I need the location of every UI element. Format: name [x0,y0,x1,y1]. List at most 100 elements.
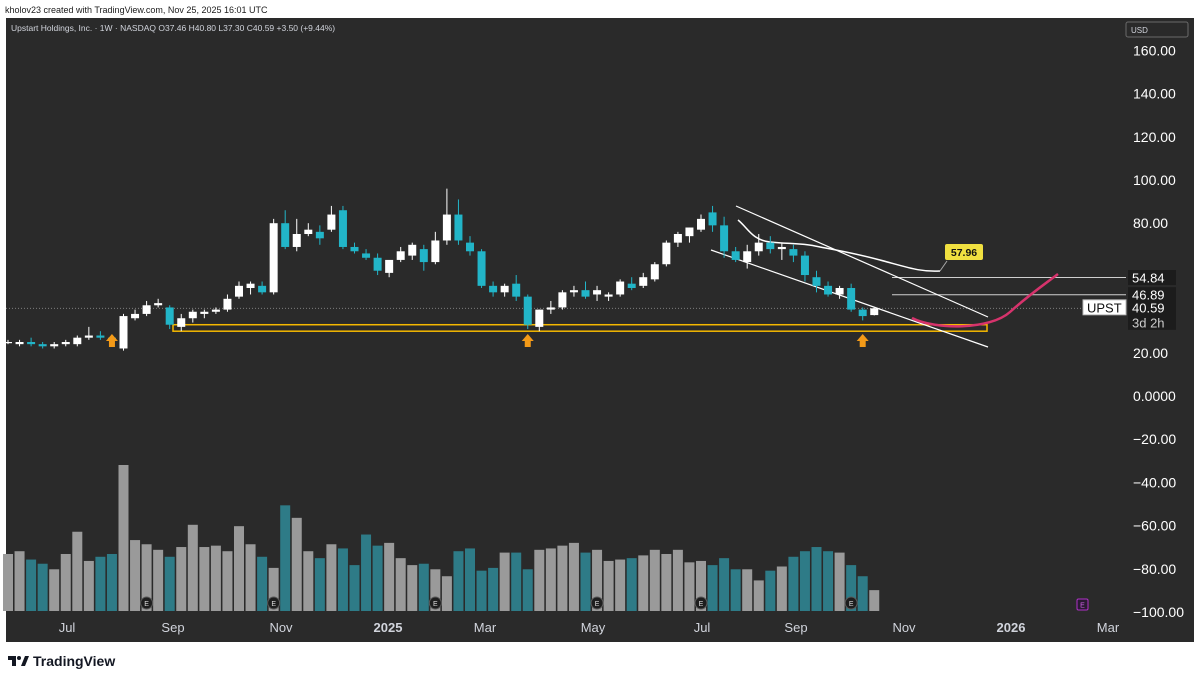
candle-body [131,313,140,319]
candle [835,285,844,299]
volume-bar [118,465,129,611]
y-tick-label: 120.00 [1133,129,1176,145]
support-arrows [105,334,869,347]
volume-bar [603,560,614,611]
brand-name: TradingView [33,653,115,669]
candle-body [569,290,578,293]
y-tick-label: −40.00 [1133,474,1176,490]
candle-body [639,277,648,286]
currency-box[interactable] [1125,21,1189,38]
price-axis[interactable]: 160.00 140.00 120.00 100.00 80.00 20.00 0.0000… [1133,42,1184,620]
candle [777,242,786,260]
credit-line: kholov23 created with TradingView.com, N… [5,5,268,15]
x-tick-label: Jul [59,620,76,635]
candle [50,342,59,349]
price-label-46-bg [1128,287,1176,303]
volume-bar [511,552,522,611]
candle [15,339,24,347]
candle-body [812,277,821,286]
candle [523,294,532,330]
volume-bar [199,547,210,611]
earnings-marker[interactable]: E [140,596,154,610]
candle [454,199,463,245]
volume-bar [407,565,418,611]
time-axis[interactable]: Jul Sep Nov 2025 Mar May Jul Sep Nov 2026 Mar [59,620,1120,635]
candle-body [188,311,197,319]
candle [512,275,521,301]
y-tick-label: 160.00 [1133,42,1176,58]
price-label-54: 54.84 [1128,270,1176,286]
candles [4,188,879,351]
price-label-54-bg [1128,270,1176,286]
earnings-letter: E [699,601,704,608]
candle-body [685,227,694,237]
volume-bar [60,553,71,611]
candle-body [824,285,833,295]
x-tick-label: Mar [474,620,497,635]
earnings-marker[interactable]: E [428,596,442,610]
candle-body [396,251,405,260]
volume-bar [83,560,94,611]
candle [373,253,382,276]
ticker-badge: UPST [1082,299,1127,316]
candle [466,236,474,256]
volume-bar [361,534,372,611]
candle-body [142,305,151,314]
candle-body [200,311,209,314]
up-arrow-icon [521,334,534,347]
earnings-marker[interactable]: E [590,596,604,610]
price-label-last-text: 40.59 [1132,300,1165,315]
candle-body [847,288,856,310]
earnings-marker[interactable]: E [844,596,858,610]
volume-bar [14,551,25,611]
earnings-icon [267,596,281,610]
volume-bar [268,567,279,611]
earnings-marker[interactable]: E [694,596,708,610]
y-tick-label: −20.00 [1133,431,1176,447]
volume-bar [557,545,568,611]
earnings-letter: E [595,601,600,608]
candle [61,339,70,347]
candle-body [466,242,474,252]
volume-bar [823,551,834,611]
candle-body [373,257,382,271]
earnings-marker[interactable]: E [267,596,281,610]
symbol-info: Upstart Holdings, Inc. · 1W · NASDAQ O37… [11,23,335,33]
volume-bar [730,569,741,611]
candle [350,242,359,254]
candle [27,337,36,347]
candle [697,214,705,232]
price-label-last-bg [1128,299,1176,315]
volume-bar [106,553,117,611]
candle-body [27,342,36,345]
candle-body [211,309,220,312]
candle [593,285,602,301]
channel-upper-line [735,205,989,318]
candle [38,342,47,349]
candle [154,298,163,308]
candle-body [385,259,394,273]
volume-bar [649,549,660,611]
volume-bar [846,565,857,611]
candle-body [84,335,93,338]
candle-body [754,242,763,252]
volume-bar [72,531,83,611]
candle [84,326,93,340]
candle [500,283,509,297]
volume-bar [395,558,406,611]
chart-pane[interactable] [6,18,1194,642]
candle-body [15,342,24,345]
x-tick-label: Mar [1097,620,1120,635]
upcoming-earnings-marker[interactable]: E [1076,598,1089,611]
candle-body [4,342,12,344]
volume-bar [164,556,175,611]
candle [211,307,220,314]
candle [616,279,625,297]
volume-bar [545,548,556,611]
candle-body [535,309,544,327]
candle [766,236,775,254]
volume-bar [522,569,533,611]
